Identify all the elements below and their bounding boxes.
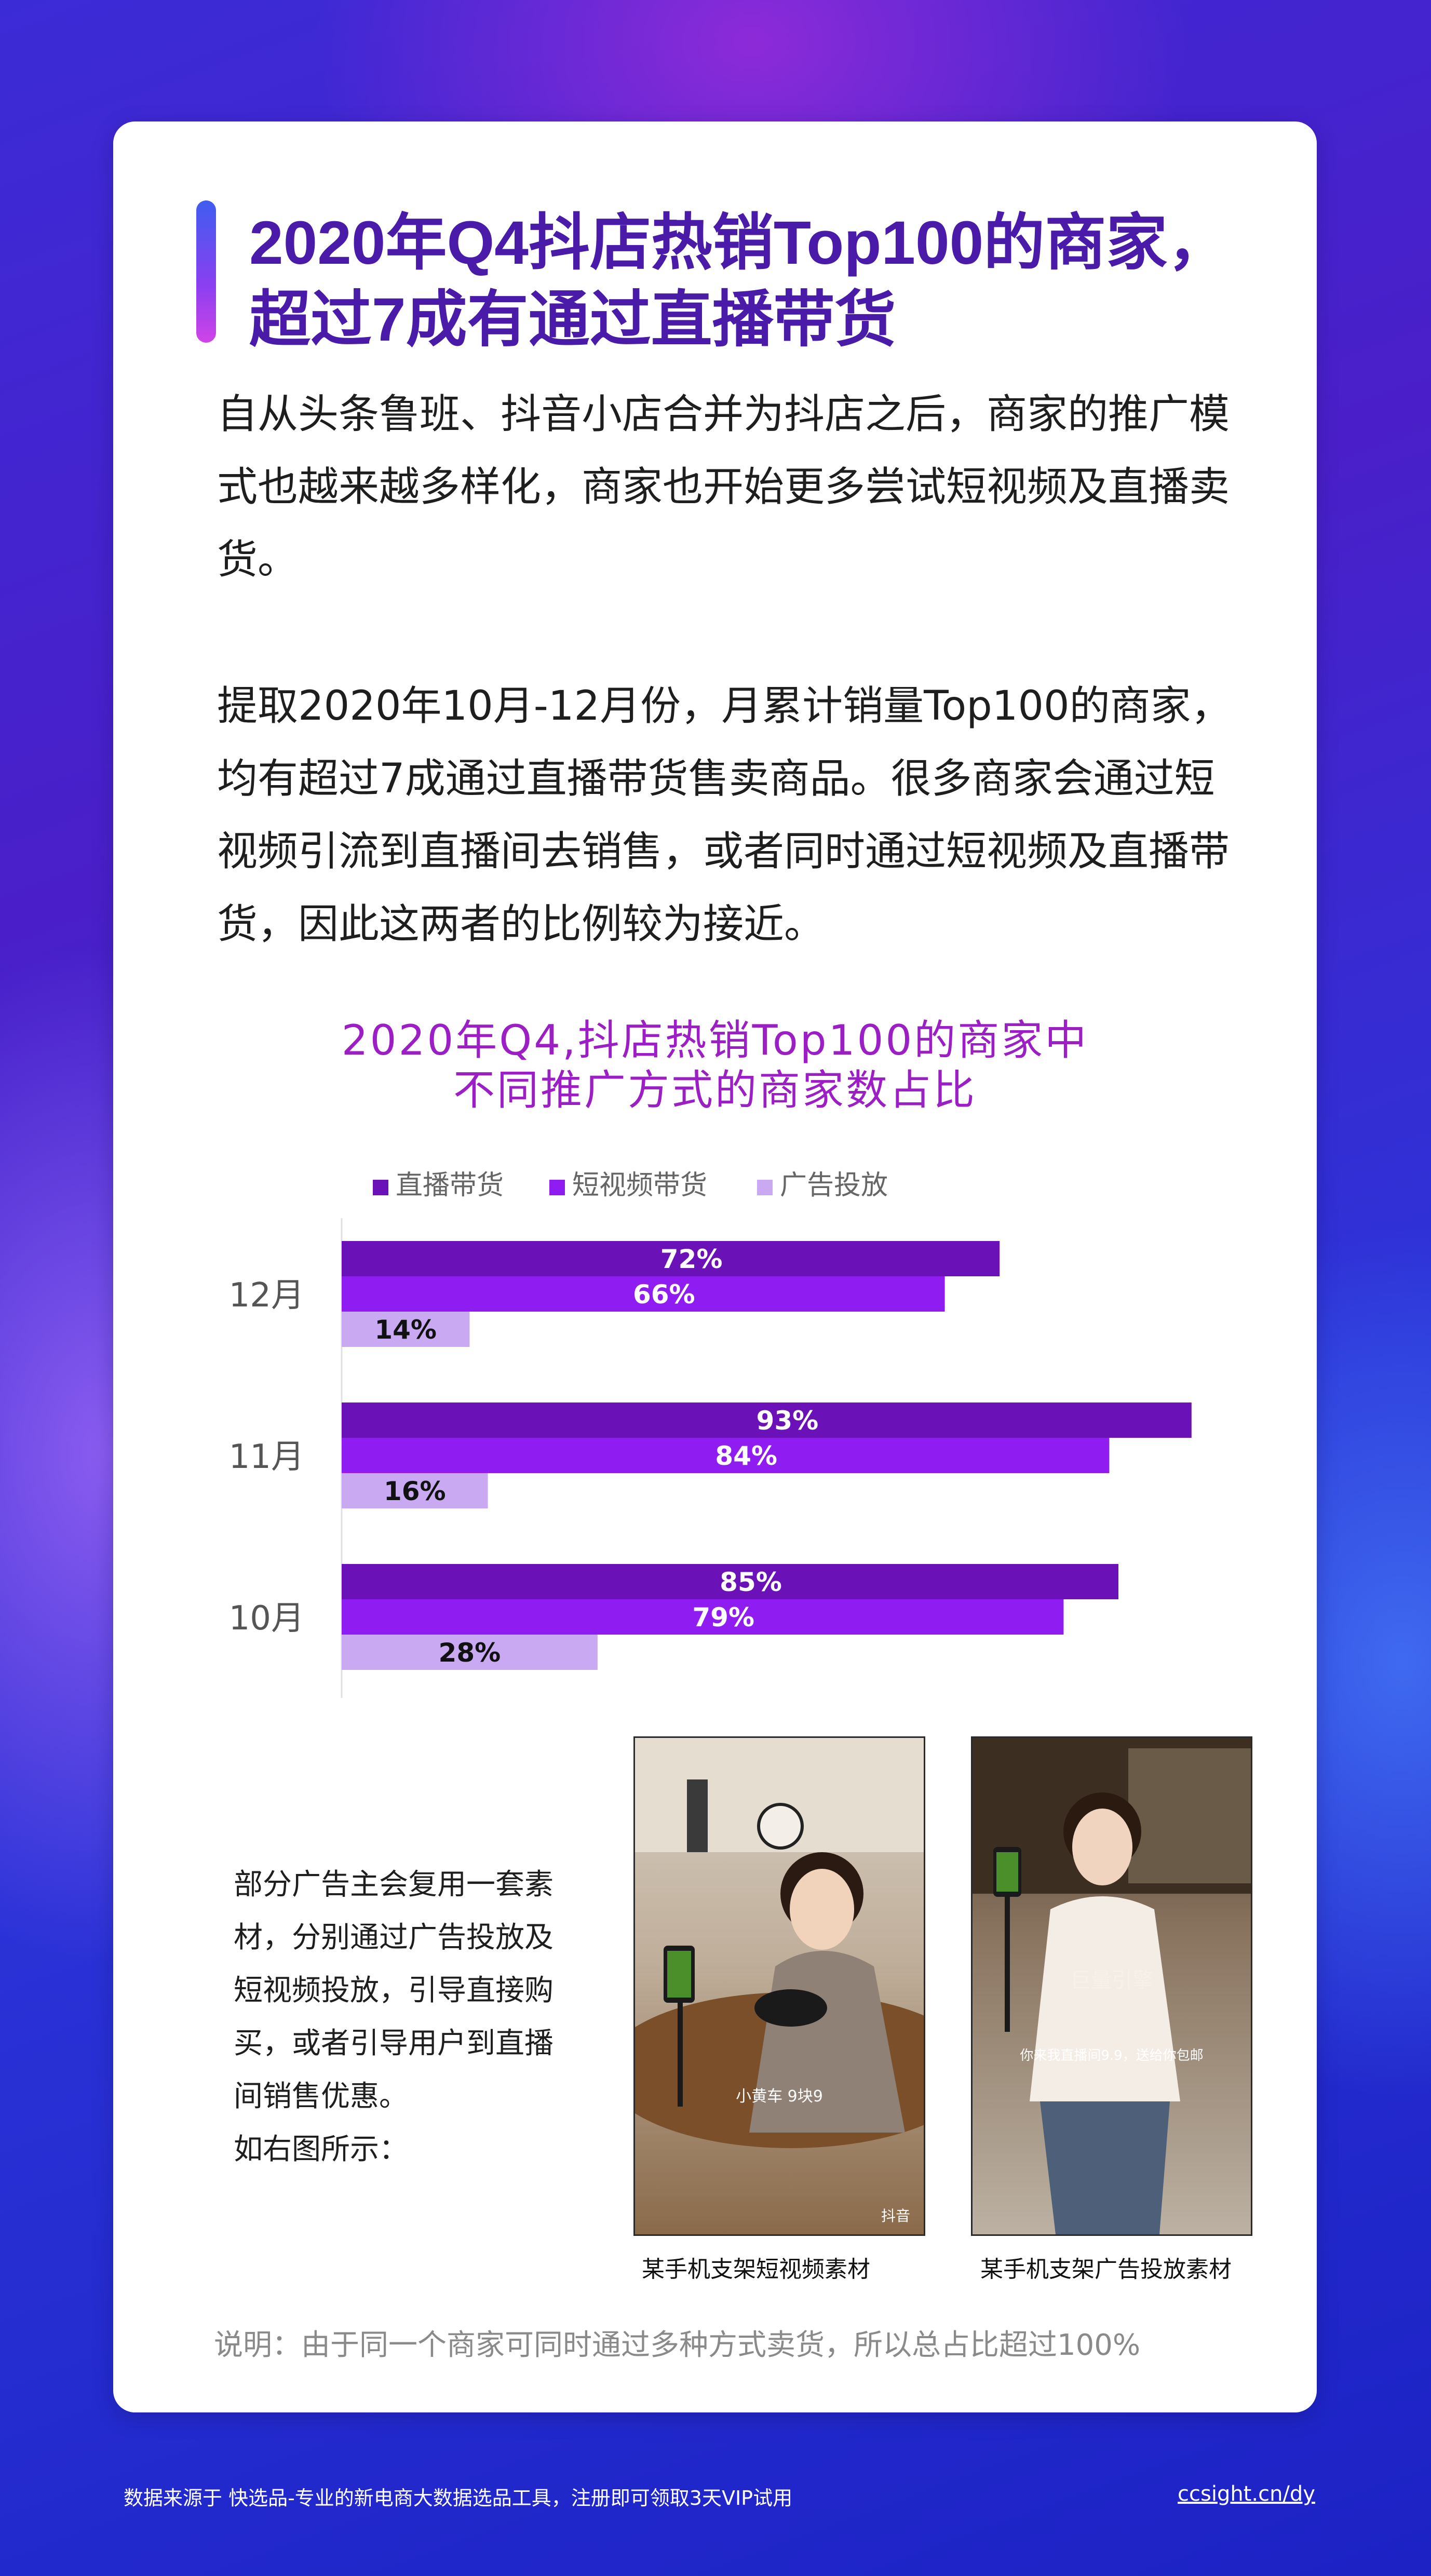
photo1-overlay-text: 小黄车 9块9 — [736, 2087, 823, 2106]
intro-paragraph-1: 自从头条鲁班、抖音小店合并为抖店之后，商家的推广模 式也越来越多样化，商家也开始… — [217, 378, 1250, 596]
data-source-text: 数据来源于 快选品-专业的新电商大数据选品工具，注册即可领取3天VIP试用 — [124, 2487, 793, 2510]
chart-title-line-2: 不同推广方式的商家数占比 — [453, 1066, 977, 1114]
intro-paragraph-2: 提取2020年10月-12月份，月累计销量Top100的商家， 均有超过7成通过… — [217, 670, 1250, 961]
bar — [342, 1402, 1192, 1438]
bar — [342, 1312, 470, 1347]
side-note-line: 短视频投放，引导直接购 — [234, 1974, 554, 2007]
short-video-photo: 小黄车 9块9 抖音 — [633, 1736, 925, 2236]
intro-p1-line: 货。 — [217, 536, 299, 583]
side-note: 部分广告主会复用一套素 材，分别通过广告投放及 短视频投放，引导直接购 买，或者… — [234, 1858, 566, 2176]
title-line-2: 超过7成有通过直播带货 — [249, 286, 896, 354]
category-label: 10月 — [229, 1599, 304, 1638]
ad-material-illustration: 巨量引擎 你来我直播间9.9，送给你包邮 — [973, 1738, 1251, 2234]
bar — [342, 1564, 1118, 1599]
chart-title-line-1: 2020年Q4,抖店热销Top100的商家中 — [341, 1016, 1089, 1064]
intro-p1-line: 自从头条鲁班、抖音小店合并为抖店之后，商家的推广模 — [217, 391, 1230, 438]
douyin-watermark: 抖音 — [881, 2207, 910, 2224]
intro-p2-line: 视频引流到直播间去销售，或者同时通过短视频及直播带 — [217, 828, 1230, 875]
bar — [342, 1241, 1000, 1276]
bar-value-label: 28% — [439, 1638, 501, 1668]
bar-value-label: 79% — [692, 1602, 754, 1633]
side-note-line: 如右图所示： — [234, 2133, 408, 2166]
bar — [342, 1473, 488, 1508]
intro-p2-line: 提取2020年10月-12月份，月累计销量Top100的商家， — [217, 683, 1232, 730]
bar-value-label: 84% — [715, 1441, 777, 1471]
content-card: 2020年Q4抖店热销Top100的商家， 超过7成有通过直播带货 自从头条鲁班… — [113, 122, 1317, 2412]
source-link[interactable]: ccsight.cn/dy — [1178, 2482, 1315, 2506]
category-label: 11月 — [229, 1438, 304, 1476]
legend-label: 短视频带货 — [572, 1170, 707, 1201]
bar — [342, 1276, 945, 1312]
category-label: 12月 — [229, 1276, 304, 1315]
side-note-line: 间销售优惠。 — [234, 2080, 408, 2113]
legend-swatch — [757, 1180, 773, 1195]
side-note-line: 部分广告主会复用一套素 — [234, 1868, 554, 1901]
intro-p2-line: 均有超过7成通过直播带货售卖商品。很多商家会通过短 — [217, 756, 1215, 802]
photo-caption-1: 某手机支架短视频素材 — [642, 2256, 870, 2283]
title-accent-bar — [196, 200, 216, 343]
legend-swatch — [373, 1180, 388, 1195]
bar-value-label: 72% — [660, 1244, 723, 1274]
bar-value-label: 14% — [374, 1315, 437, 1345]
bar-value-label: 66% — [633, 1279, 695, 1310]
legend-label: 直播带货 — [396, 1170, 504, 1201]
bar — [342, 1635, 598, 1670]
intro-p1-line: 式也越来越多样化，商家也开始更多尝试短视频及直播卖 — [217, 464, 1230, 510]
side-note-line: 材，分别通过广告投放及 — [234, 1921, 554, 1954]
photo2-watermark: 巨量引擎 — [1070, 1968, 1153, 1992]
bar — [342, 1599, 1064, 1635]
bar-value-label: 93% — [757, 1406, 819, 1436]
bar-chart: 直播带货 短视频带货 广告投放 12月 72% 66% 14% 11月 93% 84% 16% 10月… — [229, 1170, 1192, 1698]
title-line-1: 2020年Q4抖店热销Top100的商家， — [249, 209, 1229, 277]
intro-p2-line: 货，因此这两者的比例较为接近。 — [217, 901, 825, 948]
short-video-illustration: 小黄车 9块9 抖音 — [635, 1738, 924, 2224]
bar-value-label: 85% — [720, 1567, 782, 1597]
legend-swatch — [549, 1180, 565, 1195]
side-note-line: 买，或者引导用户到直播 — [234, 2027, 554, 2060]
photo-caption-2: 某手机支架广告投放素材 — [980, 2256, 1232, 2283]
chart-title: 2020年Q4,抖店热销Top100的商家中 不同推广方式的商家数占比 — [113, 1016, 1317, 1115]
legend-label: 广告投放 — [780, 1170, 888, 1201]
footnote: 说明：由于同一个商家可同时通过多种方式卖货，所以总占比超过100% — [214, 2328, 1141, 2362]
bar-value-label: 16% — [384, 1476, 446, 1506]
page-title: 2020年Q4抖店热销Top100的商家， 超过7成有通过直播带货 — [249, 205, 1277, 358]
photo2-overlay-text: 你来我直播间9.9，送给你包邮 — [1020, 2048, 1203, 2064]
ad-material-photo: 巨量引擎 你来我直播间9.9，送给你包邮 — [971, 1736, 1252, 2236]
bar — [342, 1438, 1110, 1473]
